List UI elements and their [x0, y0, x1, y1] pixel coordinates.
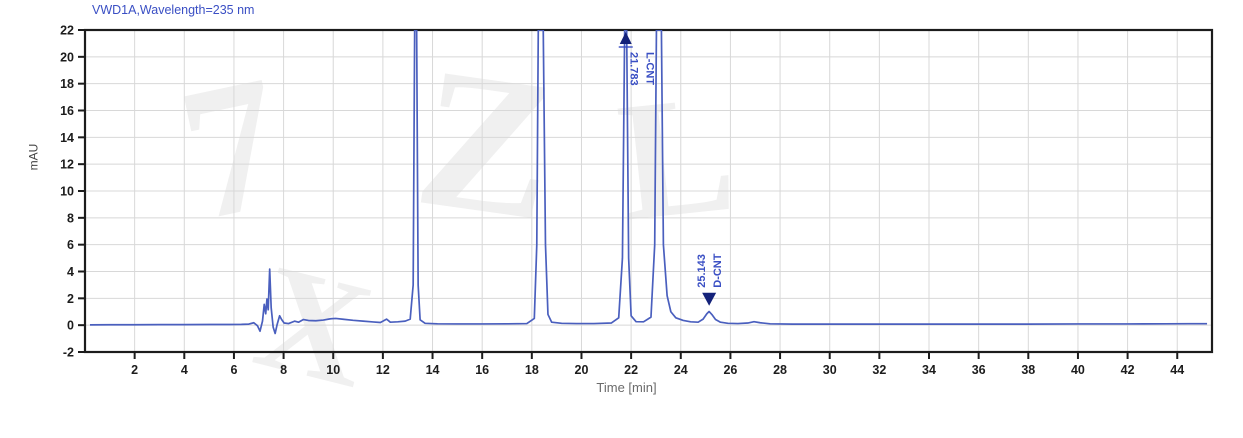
svg-text:8: 8 [67, 211, 74, 225]
svg-text:24: 24 [674, 363, 688, 377]
svg-text:20: 20 [575, 363, 589, 377]
svg-text:10: 10 [60, 185, 74, 199]
svg-text:38: 38 [1021, 363, 1035, 377]
svg-text:12: 12 [60, 158, 74, 172]
svg-text:42: 42 [1121, 363, 1135, 377]
svg-text:4: 4 [181, 363, 188, 377]
svg-text:34: 34 [922, 363, 936, 377]
svg-text:36: 36 [972, 363, 986, 377]
x-axis-title-text: Time [min] [596, 380, 657, 395]
svg-text:18: 18 [525, 363, 539, 377]
svg-text:14: 14 [426, 363, 440, 377]
svg-text:4: 4 [67, 265, 74, 279]
axis-ticks [78, 29, 1179, 359]
svg-text:22: 22 [624, 363, 638, 377]
svg-text:6: 6 [67, 238, 74, 252]
y-axis-title: mAU [26, 143, 41, 171]
chart-title: VWD1A,Wavelength=235 nm [92, 3, 255, 17]
svg-text:12: 12 [376, 363, 390, 377]
svg-text:16: 16 [60, 104, 74, 118]
svg-text:-2: -2 [63, 346, 74, 360]
svg-text:30: 30 [823, 363, 837, 377]
peak-annotations: 21.783 L-CNT 25.143 D-CNT [618, 32, 724, 306]
axis-tick-labels: 2 4 6 8 10 12 14 16 18 20 22 24 26 28 30 32 34 36 38 40 42 44… [60, 24, 1184, 378]
svg-text:25.143: 25.143 [696, 254, 708, 288]
svg-text:16: 16 [475, 363, 489, 377]
svg-text:20: 20 [60, 50, 74, 64]
grid-lines [85, 30, 1212, 352]
svg-text:44: 44 [1170, 363, 1184, 377]
svg-text:21.783: 21.783 [628, 52, 640, 86]
svg-text:2: 2 [67, 292, 74, 306]
svg-text:18: 18 [60, 77, 74, 91]
chromatogram-trace [89, 30, 1208, 335]
svg-text:32: 32 [872, 363, 886, 377]
svg-text:8: 8 [280, 363, 287, 377]
svg-text:28: 28 [773, 363, 787, 377]
svg-text:0: 0 [67, 319, 74, 333]
svg-text:D-CNT: D-CNT [712, 253, 724, 287]
svg-text:2: 2 [131, 363, 138, 377]
svg-text:10: 10 [326, 363, 340, 377]
svg-text:22: 22 [60, 24, 74, 38]
x-axis-title: Time [min] [0, 380, 1243, 395]
svg-text:L-CNT: L-CNT [644, 52, 656, 85]
svg-text:14: 14 [60, 131, 74, 145]
svg-text:40: 40 [1071, 363, 1085, 377]
svg-text:26: 26 [723, 363, 737, 377]
svg-text:6: 6 [230, 363, 237, 377]
